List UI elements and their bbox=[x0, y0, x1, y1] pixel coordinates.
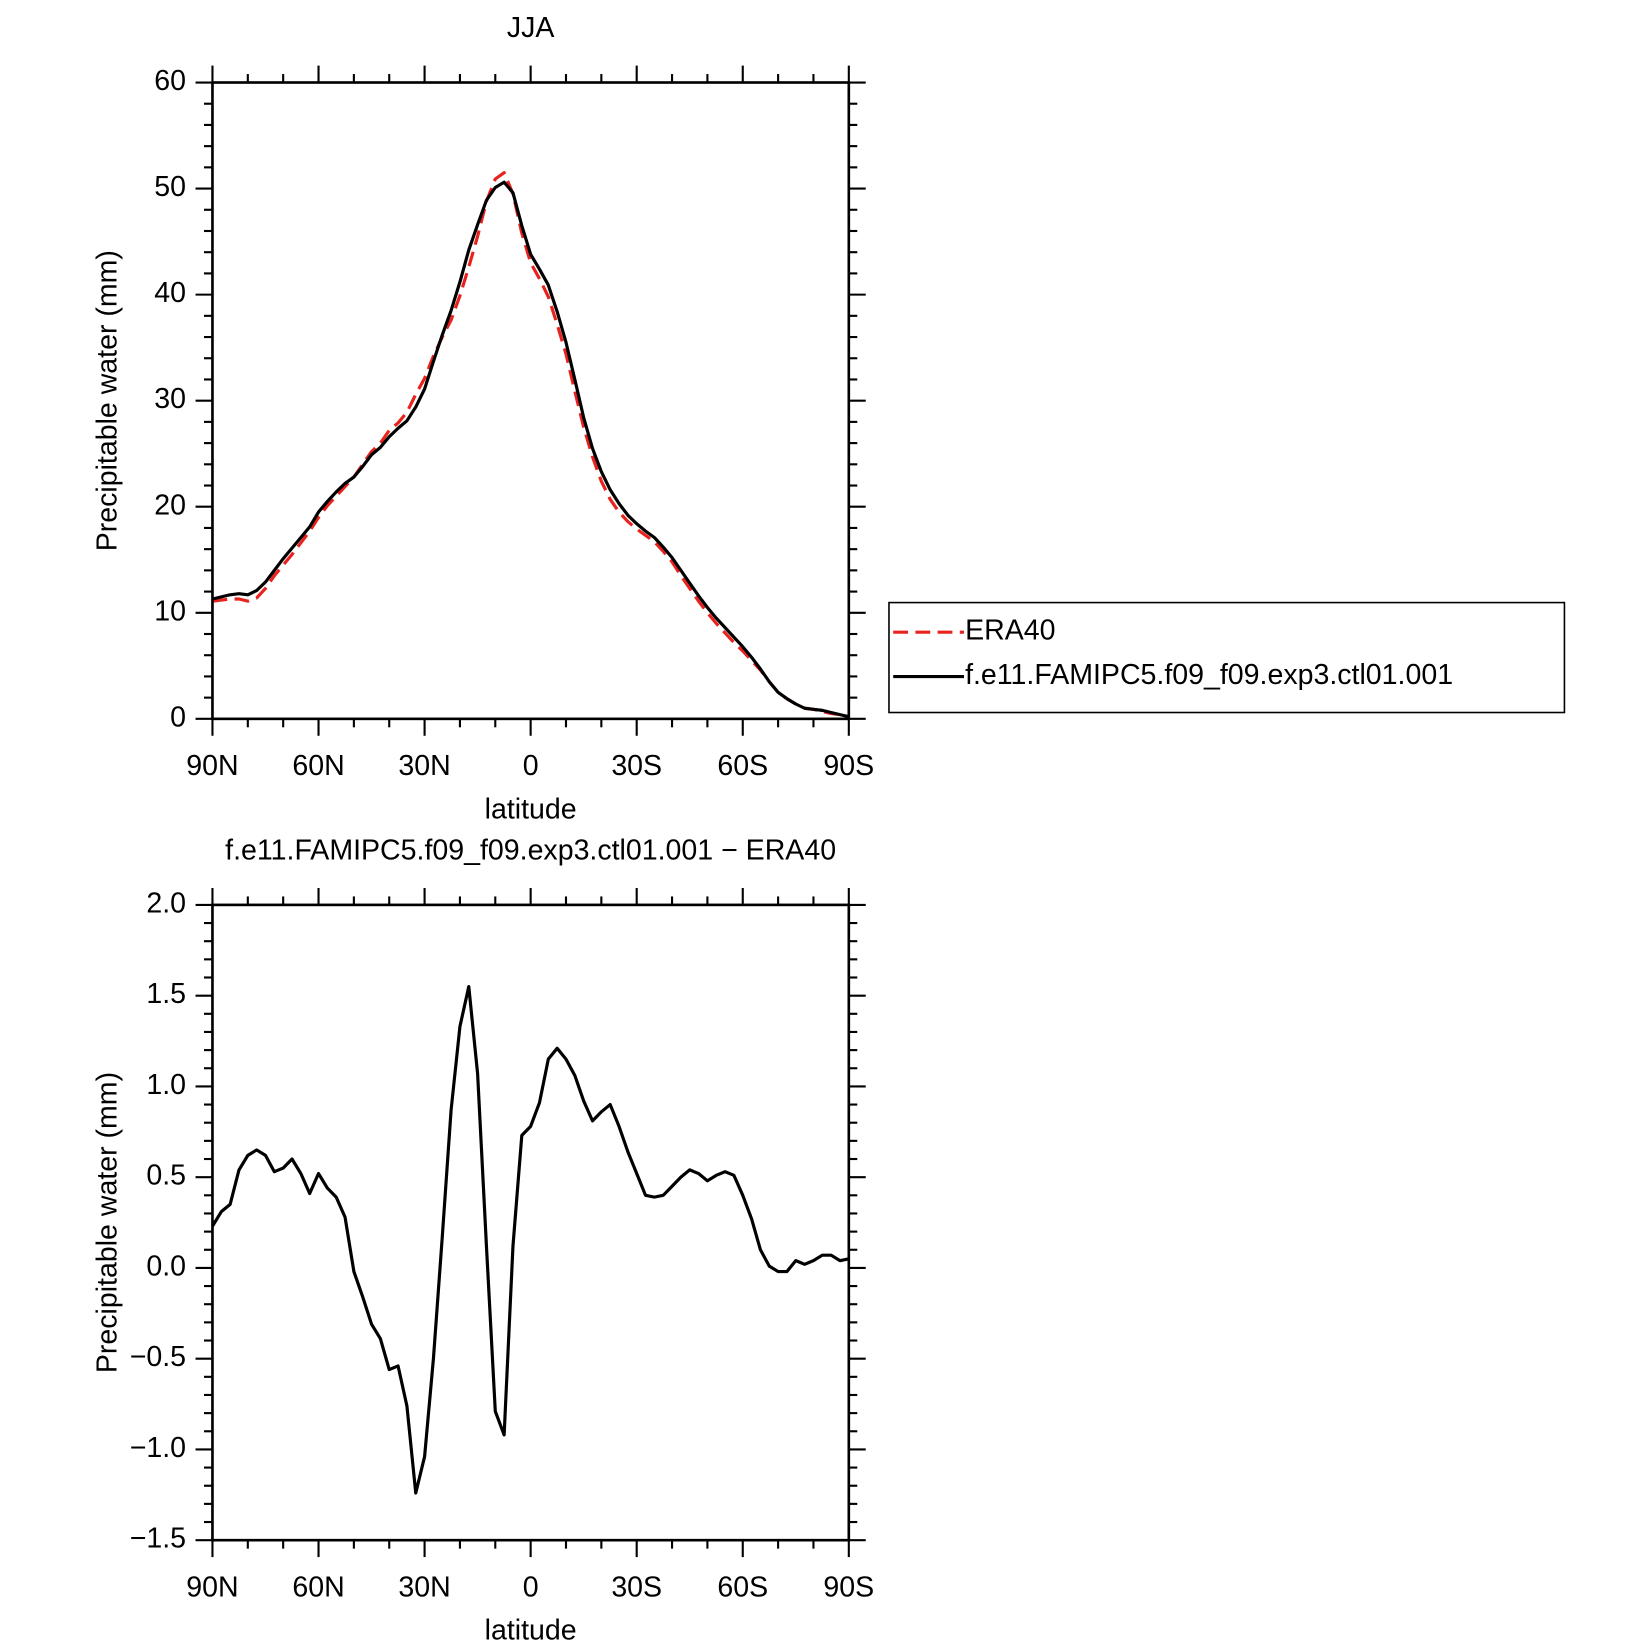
y-tick-label: 0.0 bbox=[146, 1250, 186, 1282]
x-axis-label: latitude bbox=[485, 793, 577, 825]
y-axis-label: Precipitable water (mm) bbox=[91, 1072, 123, 1373]
legend-box bbox=[888, 601, 1566, 714]
x-tick-label: 30S bbox=[611, 750, 662, 782]
x-tick-label: 30N bbox=[398, 750, 450, 782]
y-tick-label: −1.5 bbox=[130, 1523, 186, 1555]
x-tick-label: 90N bbox=[186, 1571, 238, 1603]
y-tick-label: 1.0 bbox=[146, 1069, 186, 1101]
data-line bbox=[212, 171, 850, 719]
x-tick-label: 30S bbox=[611, 1571, 662, 1603]
x-tick-label: 60S bbox=[717, 750, 768, 782]
x-tick-label: 90S bbox=[823, 750, 874, 782]
x-tick-label: 60S bbox=[717, 1571, 768, 1603]
x-tick-label: 90S bbox=[823, 1571, 874, 1603]
y-tick-label: −0.5 bbox=[130, 1341, 186, 1373]
data-line bbox=[212, 180, 850, 719]
plot-frame bbox=[211, 81, 851, 721]
x-axis-label: latitude bbox=[485, 1615, 577, 1647]
x-tick-label: 60N bbox=[292, 750, 344, 782]
x-tick-label: 30N bbox=[398, 1571, 450, 1603]
y-tick-label: 0.5 bbox=[146, 1160, 186, 1192]
y-tick-label: 30 bbox=[154, 383, 186, 415]
y-tick-label: −1.0 bbox=[130, 1432, 186, 1464]
plot-frame bbox=[211, 903, 851, 1542]
data-line bbox=[211, 984, 850, 1495]
legend-label: ERA40 bbox=[965, 615, 1055, 647]
y-tick-label: 40 bbox=[154, 277, 186, 309]
y-tick-label: 1.5 bbox=[146, 978, 186, 1010]
x-tick-label: 60N bbox=[292, 1571, 344, 1603]
y-tick-label: 60 bbox=[154, 65, 186, 97]
y-tick-label: 2.0 bbox=[146, 887, 186, 919]
y-axis-label: Precipitable water (mm) bbox=[91, 250, 123, 551]
chart-title: f.e11.FAMIPC5.f09_f09.exp3.ctl01.001 − E… bbox=[225, 835, 836, 867]
y-tick-label: 0 bbox=[170, 701, 186, 733]
chart-title: JJA bbox=[507, 12, 555, 44]
y-tick-label: 20 bbox=[154, 489, 186, 521]
y-tick-label: 50 bbox=[154, 171, 186, 203]
x-tick-label: 0 bbox=[523, 750, 539, 782]
y-tick-label: 10 bbox=[154, 595, 186, 627]
x-tick-label: 90N bbox=[186, 750, 238, 782]
legend-label: f.e11.FAMIPC5.f09_f09.exp3.ctl01.001 bbox=[965, 659, 1453, 691]
x-tick-label: 0 bbox=[523, 1571, 539, 1603]
